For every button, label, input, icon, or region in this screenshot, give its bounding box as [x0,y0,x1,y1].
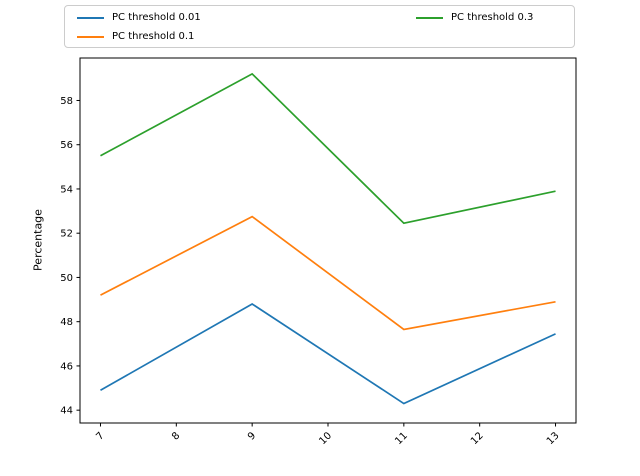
legend-spacer [416,27,574,46]
y-tick-label: 54 [60,184,73,195]
y-tick-label: 46 [60,361,73,372]
legend-label: PC threshold 0.1 [112,31,195,42]
legend-line-swatch-orange [77,35,104,38]
y-tick-label: 58 [60,96,73,107]
legend-label: PC threshold 0.3 [451,12,534,23]
y-tick-label: 56 [60,140,73,151]
legend-line-swatch-blue [77,16,104,19]
series-line-0 [100,302,556,405]
x-tick-label: 12 [469,430,486,447]
legend-item-pc-001: PC threshold 0.01 [77,8,416,27]
series-line-2 [100,72,556,225]
x-tick-label: 8 [170,430,182,442]
y-tick-label: 52 [60,229,73,240]
axes-frame [79,57,577,424]
legend-box: PC threshold 0.01 PC threshold 0.1 PC th… [64,5,575,48]
legend-line-swatch-green [416,16,443,19]
y-tick-label: 48 [60,317,73,328]
x-tick-label: 13 [545,430,562,447]
y-axis-label: Percentage [31,209,45,271]
y-tick-label: 50 [60,273,73,284]
x-tick-label: 9 [246,430,258,442]
y-tick-label: 44 [60,406,73,417]
x-tick-label: 11 [393,430,410,447]
x-tick-label: 10 [317,430,334,447]
legend-label: PC threshold 0.01 [112,12,201,23]
legend-item-pc-01: PC threshold 0.1 [77,27,416,46]
legend-item-pc-03: PC threshold 0.3 [416,8,574,27]
x-tick-label: 7 [94,430,106,442]
series-line-1 [100,215,556,331]
